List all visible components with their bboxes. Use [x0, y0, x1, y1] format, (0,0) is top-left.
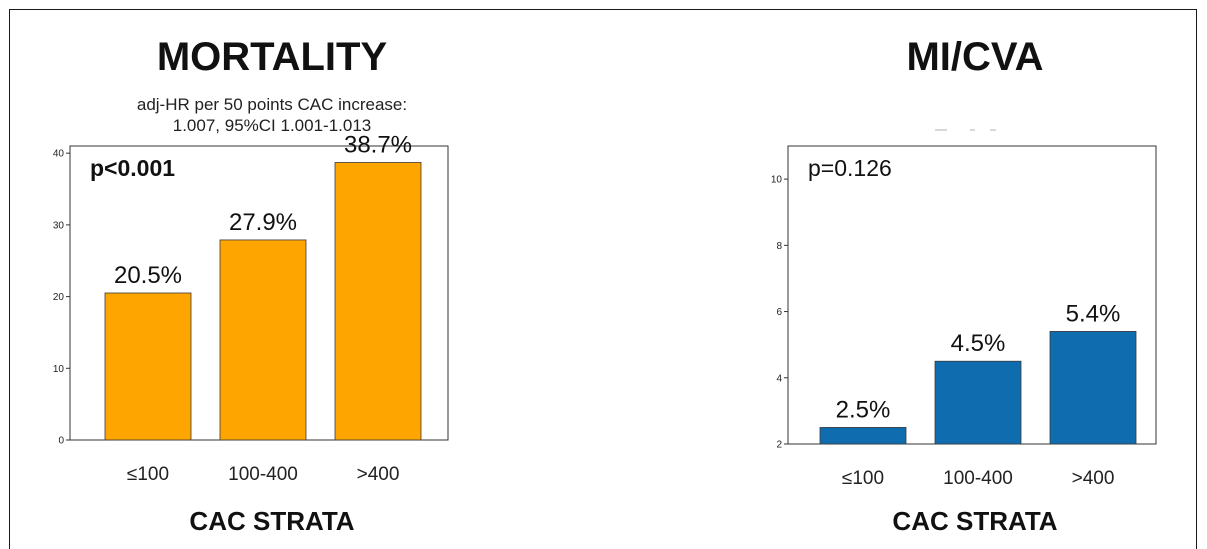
mi-cva-title: MI/CVA: [906, 35, 1043, 79]
mi-cva-bar: [819, 427, 907, 445]
mortality-ytick-label: 20: [53, 292, 65, 303]
figure-frame: [9, 9, 1197, 549]
mi-cva-p-value: p=0.126: [808, 155, 892, 181]
mi-cva-ytick-label: 4: [776, 373, 782, 384]
mortality-data-label: 27.9%: [229, 209, 297, 236]
mi-cva-ytick-label: 2: [776, 440, 782, 451]
mi-cva-category-label: ≤100: [842, 468, 884, 489]
mi-cva-data-label: 5.4%: [1066, 300, 1121, 327]
mi-cva-data-label: 4.5%: [951, 330, 1006, 357]
mortality-category-label: ≤100: [127, 464, 169, 485]
mortality-category-label: >400: [357, 464, 400, 485]
mortality-category-label: 100-400: [228, 464, 298, 485]
mi-cva-category-label: 100-400: [943, 468, 1013, 489]
mi-cva-bar: [934, 360, 1022, 445]
mi-cva-category-label: >400: [1072, 468, 1115, 489]
mortality-chart: 0 10 20 30 40 20.5% ≤100 27.9% 100-400 38.7% >400 p…: [53, 131, 449, 485]
mi-cva-chart: 2 4 6 8 10 2.5% ≤100 4.5% 100-400 5.4% >400 p=0.126: [771, 145, 1157, 489]
mortality-ytick-label: 30: [53, 220, 65, 231]
mortality-title: MORTALITY: [157, 35, 388, 79]
mortality-xaxis-label: CAC STRATA: [189, 506, 354, 536]
mortality-p-value: p<0.001: [90, 155, 175, 181]
mortality-ytick-label: 0: [58, 436, 64, 447]
mortality-data-label: 38.7%: [344, 131, 412, 158]
mortality-bar: [334, 162, 422, 441]
mortality-ytick-label: 10: [53, 364, 65, 375]
mortality-subtitle-line2: 1.007, 95%CI 1.001-1.013: [173, 116, 371, 135]
mortality-data-label: 20.5%: [114, 262, 182, 289]
mortality-bar: [104, 292, 192, 441]
mortality-subtitle-line1: adj-HR per 50 points CAC increase:: [137, 95, 407, 114]
mortality-bar: [219, 239, 307, 441]
mi-cva-ytick-label: 6: [776, 307, 782, 318]
mi-cva-bar: [1049, 331, 1137, 445]
mi-cva-ytick-label: 8: [776, 241, 782, 252]
mi-cva-data-label: 2.5%: [836, 396, 891, 423]
mi-cva-xaxis-label: CAC STRATA: [892, 506, 1057, 536]
mi-cva-ytick-label: 10: [771, 175, 783, 186]
mortality-ytick-label: 40: [53, 149, 65, 160]
